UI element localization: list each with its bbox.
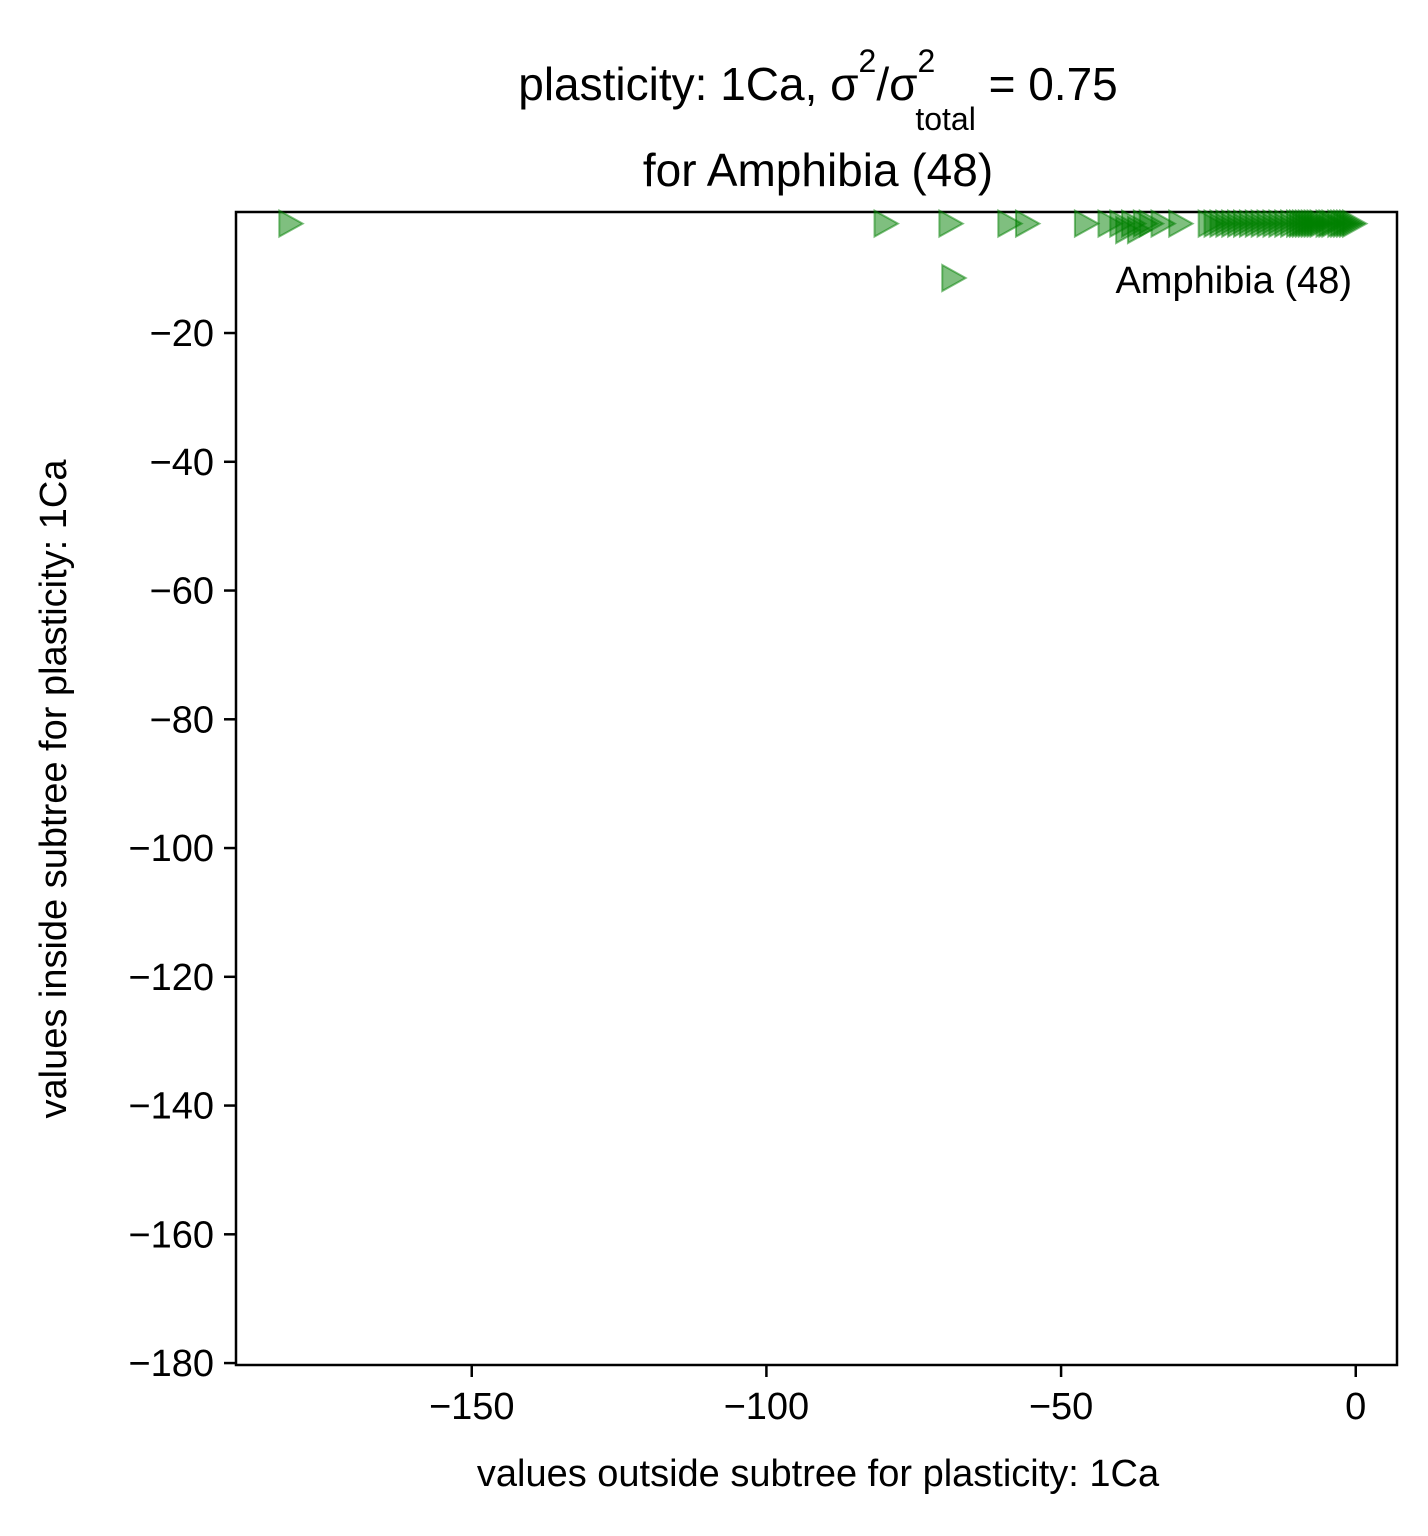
- y-tick-label: −60: [150, 571, 214, 613]
- x-tick-label: 0: [1345, 1386, 1366, 1428]
- scatter-point: [1150, 208, 1177, 239]
- scatter-point: [1342, 208, 1369, 239]
- x-axis-ticks: −150 −100 −50 0: [429, 1365, 1366, 1428]
- y-tick-label: −20: [150, 313, 214, 355]
- y-tick-label: −40: [150, 442, 214, 484]
- scatter-points: [278, 208, 1369, 245]
- legend-label: Amphibia (48): [1115, 260, 1352, 302]
- y-tick-label: −160: [128, 1214, 214, 1256]
- y-tick-label: −120: [128, 957, 214, 999]
- y-tick-label: −180: [128, 1343, 214, 1385]
- legend-marker-triangle: [941, 263, 968, 293]
- scatter-point: [1168, 208, 1195, 239]
- scatter-point: [278, 208, 305, 239]
- x-tick-label: −100: [724, 1386, 810, 1428]
- scatter-point: [1073, 208, 1101, 239]
- legend: Amphibia (48): [941, 260, 1352, 302]
- x-tick-label: −50: [1029, 1386, 1093, 1428]
- plot-area-frame: [234, 210, 1399, 1367]
- y-axis-title: values inside subtree for plasticity: 1C…: [33, 459, 75, 1119]
- scatter-point: [873, 208, 900, 239]
- y-tick-label: −140: [128, 1086, 214, 1128]
- x-axis-title: values outside subtree for plasticity: 1…: [477, 1453, 1160, 1495]
- chart-title-line1: plasticity: 1Ca, σ2/σ2 total = 0.75: [518, 43, 1118, 137]
- scatter-point: [997, 208, 1024, 239]
- scatter-point: [938, 208, 965, 239]
- y-axis-ticks: −20 −40 −60 −80 −100 −120 −140 −160 −180: [128, 313, 236, 1385]
- chart-title-line2: for Amphibia (48): [643, 144, 993, 196]
- x-tick-label: −150: [429, 1386, 515, 1428]
- scatter-point: [1014, 208, 1042, 239]
- y-tick-label: −100: [128, 828, 214, 870]
- y-tick-label: −80: [150, 699, 214, 741]
